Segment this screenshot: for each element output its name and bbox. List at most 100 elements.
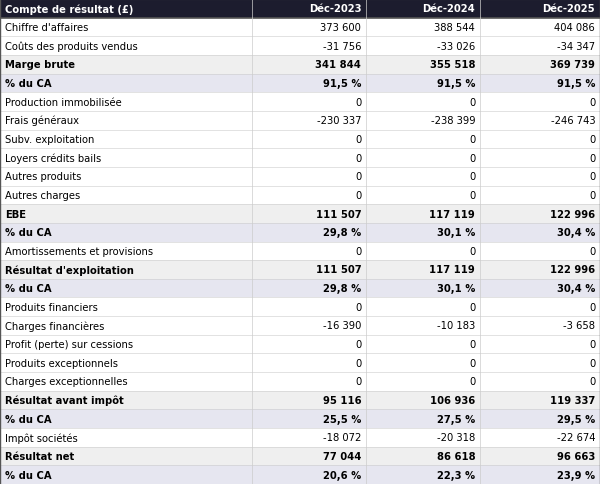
Bar: [0, 466, 600, 484]
Text: 77 044: 77 044: [323, 451, 361, 461]
Text: 117 119: 117 119: [430, 265, 475, 275]
Text: 0: 0: [355, 97, 361, 107]
Text: -238 399: -238 399: [431, 116, 475, 126]
Text: 355 518: 355 518: [430, 60, 475, 70]
Text: 0: 0: [469, 246, 475, 257]
Text: 29,8 %: 29,8 %: [323, 284, 361, 293]
Text: 117 119: 117 119: [430, 209, 475, 219]
Text: Compte de résultat (£): Compte de résultat (£): [5, 4, 133, 15]
Text: -10 183: -10 183: [437, 321, 475, 331]
Text: 0: 0: [355, 172, 361, 182]
Bar: [0, 167, 600, 186]
Text: 96 663: 96 663: [557, 451, 595, 461]
Text: 122 996: 122 996: [550, 265, 595, 275]
Text: 0: 0: [589, 377, 595, 387]
Text: Frais généraux: Frais généraux: [5, 116, 79, 126]
Text: 0: 0: [355, 358, 361, 368]
Text: 0: 0: [589, 339, 595, 349]
Text: Impôt sociétés: Impôt sociétés: [5, 432, 77, 443]
Text: % du CA: % du CA: [5, 469, 52, 480]
Bar: [0, 372, 600, 391]
Text: 0: 0: [355, 339, 361, 349]
Text: EBE: EBE: [5, 209, 26, 219]
Bar: [0, 0, 600, 18]
Text: 0: 0: [469, 135, 475, 145]
Text: 0: 0: [469, 153, 475, 163]
Text: 373 600: 373 600: [320, 23, 361, 33]
Text: % du CA: % du CA: [5, 227, 52, 238]
Text: Autres charges: Autres charges: [5, 191, 80, 200]
Text: 111 507: 111 507: [316, 209, 361, 219]
Text: -20 318: -20 318: [437, 433, 475, 442]
Text: 0: 0: [469, 358, 475, 368]
Text: 29,8 %: 29,8 %: [323, 227, 361, 238]
Text: % du CA: % du CA: [5, 284, 52, 293]
Text: 30,4 %: 30,4 %: [557, 284, 595, 293]
Text: 29,5 %: 29,5 %: [557, 414, 595, 424]
Text: 0: 0: [355, 135, 361, 145]
Text: Subv. exploitation: Subv. exploitation: [5, 135, 94, 145]
Text: 0: 0: [469, 339, 475, 349]
Text: Amortissements et provisions: Amortissements et provisions: [5, 246, 153, 257]
Bar: [0, 242, 600, 260]
Text: 0: 0: [355, 377, 361, 387]
Text: Résultat avant impôt: Résultat avant impôt: [5, 395, 124, 406]
Text: 0: 0: [469, 191, 475, 200]
Text: 0: 0: [355, 191, 361, 200]
Text: 30,1 %: 30,1 %: [437, 284, 475, 293]
Text: Déc-2023: Déc-2023: [309, 4, 361, 15]
Text: -31 756: -31 756: [323, 42, 361, 51]
Text: 23,9 %: 23,9 %: [557, 469, 595, 480]
Text: 0: 0: [589, 97, 595, 107]
Text: 0: 0: [589, 246, 595, 257]
Text: % du CA: % du CA: [5, 414, 52, 424]
Text: Déc-2024: Déc-2024: [422, 4, 475, 15]
Text: Produits exceptionnels: Produits exceptionnels: [5, 358, 118, 368]
Text: Résultat d'exploitation: Résultat d'exploitation: [5, 265, 134, 275]
Text: 0: 0: [469, 377, 475, 387]
Text: 25,5 %: 25,5 %: [323, 414, 361, 424]
Bar: [0, 93, 600, 112]
Text: Résultat net: Résultat net: [5, 451, 74, 461]
Text: 0: 0: [469, 172, 475, 182]
Text: 119 337: 119 337: [550, 395, 595, 405]
Text: 20,6 %: 20,6 %: [323, 469, 361, 480]
Text: 106 936: 106 936: [430, 395, 475, 405]
Text: Coûts des produits vendus: Coûts des produits vendus: [5, 41, 137, 52]
Text: 0: 0: [589, 172, 595, 182]
Text: 0: 0: [355, 153, 361, 163]
Text: Chiffre d'affaires: Chiffre d'affaires: [5, 23, 88, 33]
Bar: [0, 205, 600, 224]
Text: 111 507: 111 507: [316, 265, 361, 275]
Bar: [0, 130, 600, 149]
Text: -246 743: -246 743: [551, 116, 595, 126]
Text: Production immobilisée: Production immobilisée: [5, 97, 122, 107]
Bar: [0, 409, 600, 428]
Text: 404 086: 404 086: [554, 23, 595, 33]
Bar: [0, 75, 600, 93]
Bar: [0, 391, 600, 409]
Bar: [0, 149, 600, 167]
Text: Déc-2025: Déc-2025: [542, 4, 595, 15]
Text: 0: 0: [589, 153, 595, 163]
Bar: [0, 298, 600, 317]
Text: 86 618: 86 618: [437, 451, 475, 461]
Text: 0: 0: [589, 358, 595, 368]
Text: Marge brute: Marge brute: [5, 60, 75, 70]
Text: 122 996: 122 996: [550, 209, 595, 219]
Text: -18 072: -18 072: [323, 433, 361, 442]
Bar: [0, 224, 600, 242]
Text: 0: 0: [589, 302, 595, 312]
Text: 91,5 %: 91,5 %: [557, 79, 595, 89]
Bar: [0, 447, 600, 466]
Text: 95 116: 95 116: [323, 395, 361, 405]
Text: -16 390: -16 390: [323, 321, 361, 331]
Text: Autres produits: Autres produits: [5, 172, 81, 182]
Bar: [0, 335, 600, 354]
Text: Charges exceptionnelles: Charges exceptionnelles: [5, 377, 127, 387]
Bar: [0, 260, 600, 279]
Bar: [0, 186, 600, 205]
Text: 369 739: 369 739: [550, 60, 595, 70]
Text: 27,5 %: 27,5 %: [437, 414, 475, 424]
Text: 30,4 %: 30,4 %: [557, 227, 595, 238]
